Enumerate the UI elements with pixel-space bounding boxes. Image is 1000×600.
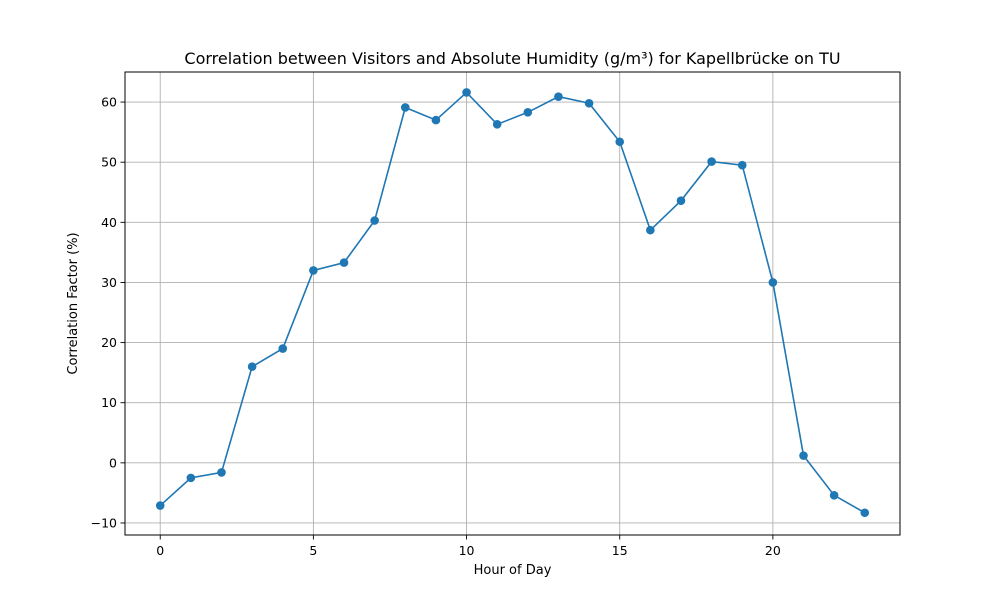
x-tick-label: 10	[459, 543, 475, 558]
data-point	[584, 98, 594, 108]
x-tick-label: 0	[156, 543, 164, 558]
y-axis-label: Correlation Factor (%)	[66, 232, 81, 374]
y-tick-label: 10	[101, 395, 117, 410]
data-point	[799, 451, 808, 460]
data-point	[462, 88, 471, 97]
data-point	[370, 216, 379, 225]
x-tick-label: 15	[612, 543, 628, 558]
data-point	[829, 491, 839, 500]
y-tick-label: 20	[101, 335, 117, 350]
data-point	[431, 115, 441, 125]
data-point	[737, 160, 747, 170]
data-point	[186, 473, 196, 483]
data-point	[768, 278, 778, 287]
data-point	[309, 266, 318, 275]
data-point	[155, 501, 165, 510]
data-point	[278, 344, 288, 353]
data-point	[247, 362, 257, 371]
data-point	[523, 107, 533, 117]
x-axis-label: Hour of Day	[474, 563, 552, 578]
data-point	[339, 258, 349, 267]
y-tick-label: 40	[101, 215, 117, 230]
y-tick-label: −10	[91, 515, 117, 530]
data-point	[860, 508, 870, 518]
y-tick-label: 50	[101, 155, 117, 170]
chart-title: Correlation between Visitors and Absolut…	[184, 49, 840, 68]
data-point	[615, 137, 625, 147]
data-point	[676, 196, 686, 205]
plot-frame	[124, 71, 901, 536]
data-point	[554, 92, 563, 101]
data-point	[400, 103, 410, 112]
y-tick-label: 60	[101, 95, 117, 110]
data-point	[707, 157, 716, 166]
series-line	[159, 91, 866, 514]
series-layer	[155, 88, 870, 518]
x-tick-label: 20	[765, 543, 781, 558]
data-point	[646, 225, 655, 235]
y-tick-label: 0	[109, 455, 117, 470]
data-point	[217, 468, 226, 477]
data-point	[492, 120, 502, 129]
x-tick-label: 5	[309, 543, 317, 558]
ticks: 0 5 10 15 20 −10 0 10 20 30 40 50 60	[91, 95, 781, 558]
y-tick-label: 30	[101, 275, 117, 290]
